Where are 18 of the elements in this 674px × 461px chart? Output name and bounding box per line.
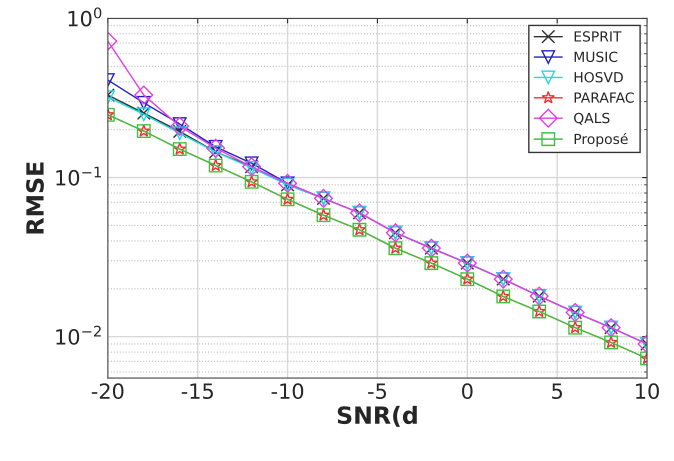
x-tick-label: -5: [368, 384, 386, 400]
y-tick-label: 10$^{−2}$: [56, 326, 101, 345]
y-tick-label: 10$^{−1}$: [56, 166, 101, 186]
x-tick-label: -10: [272, 383, 304, 400]
legend-label: MUSIC: [574, 52, 618, 62]
legend-label: Proposé: [574, 132, 628, 147]
y-tick-label: 10$^{0}$: [68, 7, 102, 26]
legend-label: PARAFAC: [574, 92, 634, 103]
legend-label: ESPRIT: [574, 31, 622, 42]
legend-label: HOSVD: [574, 72, 623, 82]
x-tick-label: 5: [552, 384, 562, 400]
x-axis-title: SNR(d: [338, 406, 417, 427]
y-axis-title: RMSE: [26, 162, 44, 234]
x-tick-label: -15: [182, 384, 213, 400]
x-tick-label: 10: [636, 383, 659, 400]
x-tick-label: -20: [92, 383, 124, 400]
x-tick-label: 0: [462, 383, 473, 400]
legend-label: QALS: [574, 112, 610, 125]
